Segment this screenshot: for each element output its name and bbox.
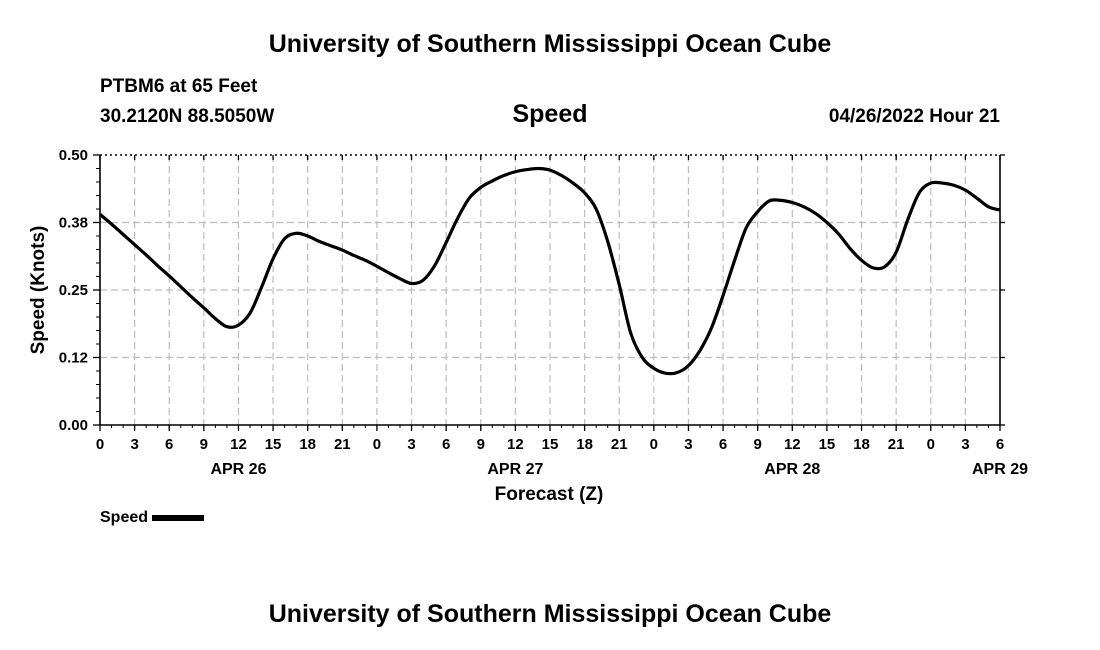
- x-tick-label: 6: [442, 436, 450, 453]
- axes: 0 3 6 9 12 15 18 21 0 3 6 9 12 15 18 21 0 3 6 9 12 15 18 21 0 3 6 0…: [59, 147, 1028, 478]
- x-tick-label: 15: [542, 436, 559, 453]
- y-tick-label: 0.38: [59, 215, 88, 232]
- x-tick-label: 3: [961, 436, 969, 453]
- x-tick-label: 0: [927, 436, 935, 453]
- chart-title: University of Southern Mississippi Ocean…: [268, 30, 832, 58]
- x-tick-label: 3: [130, 436, 138, 453]
- x-tick-label: 3: [407, 436, 415, 453]
- y-tick-label: 0.12: [59, 350, 88, 367]
- x-tick-label: 6: [996, 436, 1004, 453]
- legend-line-swatch: [152, 514, 205, 521]
- x-tick-label: 0: [96, 436, 104, 453]
- y-tick-label: 0.25: [59, 282, 88, 299]
- x-tick-label: 21: [334, 436, 351, 453]
- x-tick-label: 0: [650, 436, 658, 453]
- x-tick-label: 9: [200, 436, 208, 453]
- x-tick-label: 12: [784, 436, 801, 453]
- legend: Speed: [100, 509, 205, 527]
- x-tick-label: 21: [888, 436, 905, 453]
- date-label: APR 26: [210, 461, 266, 478]
- x-tick-label: 15: [819, 436, 836, 453]
- y-tick-label: 0.50: [59, 147, 88, 164]
- x-tick-label: 21: [611, 436, 628, 453]
- x-tick-label: 9: [754, 436, 762, 453]
- x-tick-label: 3: [684, 436, 692, 453]
- y-tick-label: 0.00: [59, 417, 88, 434]
- station-label: PTBM6 at 65 Feet: [100, 76, 258, 97]
- x-tick-label: 18: [576, 436, 593, 453]
- date-label: APR 28: [764, 461, 820, 478]
- date-label: APR 27: [487, 461, 543, 478]
- series-line-speed: [98, 166, 1001, 376]
- x-tick-label: 9: [477, 436, 485, 453]
- date-label: APR 29: [972, 461, 1028, 478]
- x-tick-label: 0: [373, 436, 381, 453]
- grid: [100, 155, 1000, 425]
- x-tick-label: 6: [719, 436, 727, 453]
- run-time-label: 04/26/2022 Hour 21: [828, 106, 1000, 127]
- x-tick-label: 18: [853, 436, 870, 453]
- y-axis-label: Speed (Knots): [28, 226, 49, 355]
- variable-label: Speed: [512, 100, 588, 128]
- footer-title: University of Southern Mississippi Ocean…: [268, 600, 832, 628]
- series-layer: [98, 166, 1001, 376]
- coordinates-label: 30.2120N 88.5050W: [100, 106, 275, 127]
- x-tick-label: 6: [165, 436, 173, 453]
- x-tick-label: 15: [265, 436, 282, 453]
- legend-label: Speed: [100, 509, 149, 526]
- x-tick-label: 12: [507, 436, 524, 453]
- x-tick-label: 12: [230, 436, 247, 453]
- x-axis-label: Forecast (Z): [495, 484, 604, 505]
- x-tick-label: 18: [299, 436, 316, 453]
